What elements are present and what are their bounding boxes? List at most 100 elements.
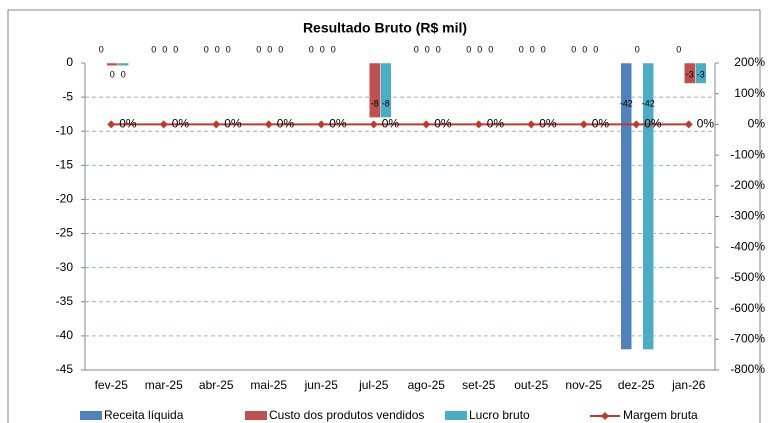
data-label: 0 (256, 44, 261, 54)
legend-swatch (80, 411, 102, 420)
x-tick-label: jul-25 (358, 378, 389, 392)
y-tick-label: -30 (56, 260, 74, 274)
x-tick-label: fev-25 (95, 378, 129, 392)
y2-tick-label: -400% (730, 239, 765, 253)
marker (369, 120, 378, 129)
x-tick-label: mar-25 (145, 378, 183, 392)
x-tick-label: out-25 (514, 378, 548, 392)
x-tick-label: jan-26 (671, 378, 706, 392)
data-label: 0 (204, 44, 209, 54)
data-label: 0 (477, 44, 482, 54)
marker (684, 120, 693, 129)
bar (369, 62, 381, 118)
data-label: 0% (382, 117, 400, 131)
y-tick-label: -40 (56, 328, 74, 342)
data-label: 0 (110, 69, 115, 79)
data-label: 0 (267, 44, 272, 54)
x-tick-label: ago-25 (408, 378, 446, 392)
y-tick-label: -45 (56, 362, 74, 376)
data-label: 0 (635, 44, 640, 54)
y-tick-label: -10 (56, 123, 74, 137)
data-label: 0% (592, 117, 610, 131)
y-tick-label: -20 (56, 192, 74, 206)
data-label: 0 (278, 44, 283, 54)
y2-tick-label: 0% (748, 117, 766, 131)
y2-tick-label: -800% (730, 362, 765, 376)
x-tick-label: mai-25 (250, 378, 287, 392)
marker (422, 120, 431, 129)
data-label: 0% (329, 117, 347, 131)
data-label: 0 (226, 44, 231, 54)
marker (212, 120, 221, 129)
data-label: 0% (277, 117, 295, 131)
data-label: 0 (320, 44, 325, 54)
data-label: 0 (173, 44, 178, 54)
data-label: 0 (519, 44, 524, 54)
data-label: 0 (309, 44, 314, 54)
data-label: -3 (686, 69, 694, 79)
data-label: 0% (644, 117, 662, 131)
data-label: -42 (620, 98, 633, 108)
y2-tick-label: -500% (730, 270, 765, 284)
legend-label: Lucro bruto (469, 408, 530, 422)
y-tick-label: -35 (56, 294, 74, 308)
x-tick-label: jun-25 (304, 378, 339, 392)
bar (695, 62, 707, 84)
x-tick-label: set-25 (462, 378, 496, 392)
data-label: 0% (697, 117, 715, 131)
bar (380, 62, 392, 118)
bar (620, 62, 632, 350)
x-tick-label: abr-25 (199, 378, 234, 392)
data-label: -42 (642, 98, 655, 108)
data-label: 0 (582, 44, 587, 54)
data-label: 0% (119, 117, 137, 131)
legend-swatch (445, 411, 467, 420)
y2-tick-label: -700% (730, 331, 765, 345)
data-label: 0 (466, 44, 471, 54)
marker (317, 120, 326, 129)
bar (117, 62, 129, 66)
marker (264, 120, 273, 129)
data-label: 0 (99, 44, 104, 54)
data-label: -3 (697, 69, 705, 79)
data-label: -8 (371, 98, 379, 108)
data-label: 0% (539, 117, 557, 131)
data-label: 0 (425, 44, 430, 54)
data-label: 0 (121, 69, 126, 79)
x-tick-label: nov-25 (565, 378, 602, 392)
legend-label: Receita líquida (104, 408, 184, 422)
data-label: 0 (571, 44, 576, 54)
y2-tick-label: 200% (734, 55, 765, 69)
marker (159, 120, 168, 129)
y2-tick-label: 100% (734, 86, 765, 100)
legend-label: Margem bruta (623, 408, 698, 422)
data-label: 0 (331, 44, 336, 54)
data-label: 0% (224, 117, 242, 131)
data-label: 0 (541, 44, 546, 54)
y-tick-label: -15 (56, 158, 74, 172)
bar (642, 62, 654, 350)
marker (527, 120, 536, 129)
marker (632, 120, 641, 129)
data-label: 0 (593, 44, 598, 54)
data-label: 0 (414, 44, 419, 54)
data-label: 0 (215, 44, 220, 54)
y2-tick-label: -300% (730, 209, 765, 223)
y2-tick-label: -100% (730, 147, 765, 161)
data-label: 0% (172, 117, 190, 131)
marker (579, 120, 588, 129)
x-tick-label: dez-25 (618, 378, 655, 392)
marker (107, 120, 116, 129)
y-tick-label: -25 (56, 226, 74, 240)
data-label: 0 (162, 44, 167, 54)
bar (106, 62, 118, 66)
data-label: 0% (434, 117, 452, 131)
chart-title: Resultado Bruto (R$ mil) (303, 20, 467, 36)
legend-marker (601, 412, 609, 420)
y2-tick-label: -200% (730, 178, 765, 192)
y-tick-label: -5 (62, 89, 73, 103)
data-label: -8 (382, 98, 390, 108)
data-label: 0 (676, 44, 681, 54)
y2-tick-label: -600% (730, 301, 765, 315)
